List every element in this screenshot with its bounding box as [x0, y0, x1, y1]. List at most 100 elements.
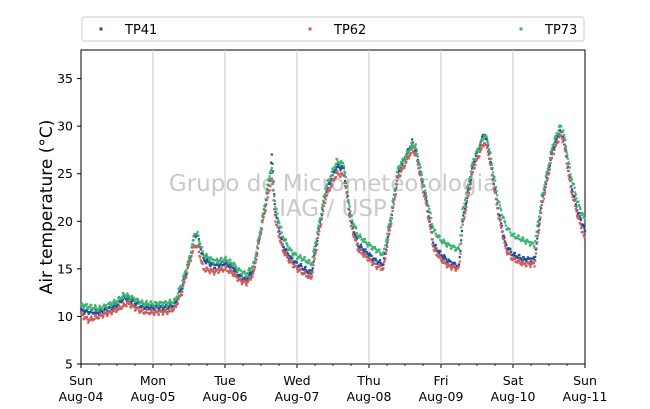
data-point	[113, 300, 117, 304]
data-point	[363, 238, 367, 241]
data-point	[419, 174, 422, 177]
data-point	[121, 305, 124, 308]
data-point	[478, 155, 481, 158]
data-point	[252, 269, 255, 272]
data-point	[308, 275, 312, 279]
data-point	[310, 263, 313, 267]
data-point	[338, 162, 341, 165]
data-point	[494, 179, 497, 182]
data-point	[530, 260, 533, 263]
data-point	[422, 191, 425, 194]
data-point	[223, 263, 227, 266]
data-point	[345, 196, 349, 199]
data-point	[443, 258, 446, 262]
data-point	[264, 209, 267, 212]
data-point	[374, 262, 377, 265]
data-point	[144, 301, 148, 304]
data-point	[330, 174, 333, 177]
data-point	[467, 194, 470, 197]
data-point	[539, 205, 542, 208]
data-point	[183, 275, 187, 278]
data-point	[344, 171, 347, 175]
data-point	[511, 234, 515, 237]
data-point	[386, 241, 389, 244]
data-point	[213, 262, 216, 265]
data-point	[484, 135, 487, 139]
data-point	[313, 257, 316, 260]
data-point	[430, 231, 433, 234]
data-point	[254, 261, 257, 264]
data-point	[139, 306, 142, 309]
data-point	[314, 250, 318, 253]
data-point	[404, 154, 407, 158]
data-point	[319, 225, 322, 228]
data-point	[304, 259, 307, 262]
data-point	[166, 307, 170, 310]
data-point	[388, 229, 392, 232]
data-point	[138, 302, 141, 305]
data-point	[243, 270, 246, 273]
data-point	[488, 157, 491, 160]
data-point	[196, 230, 199, 234]
data-point	[503, 241, 506, 244]
data-point	[312, 248, 316, 251]
data-point	[461, 208, 464, 211]
data-point	[233, 263, 236, 266]
data-point	[345, 185, 349, 188]
data-point	[248, 276, 251, 279]
data-point	[149, 300, 153, 303]
data-point	[379, 259, 382, 262]
data-point	[544, 191, 547, 194]
data-point	[355, 227, 358, 230]
data-point	[414, 152, 417, 155]
data-point	[340, 167, 343, 170]
data-point	[544, 181, 547, 184]
data-point	[580, 223, 583, 226]
data-point	[550, 156, 554, 159]
data-point	[181, 290, 184, 293]
data-point	[274, 206, 277, 209]
data-point	[338, 173, 341, 176]
data-point	[262, 216, 265, 219]
data-point	[524, 242, 527, 245]
data-point	[407, 147, 410, 151]
data-point	[581, 225, 584, 228]
data-point	[119, 301, 123, 304]
data-point	[371, 258, 374, 261]
data-point	[409, 145, 412, 148]
data-point	[463, 202, 466, 205]
data-point	[101, 308, 104, 311]
data-point	[388, 232, 391, 235]
data-point	[324, 198, 327, 201]
data-point	[289, 255, 292, 258]
data-point	[443, 240, 446, 243]
data-point	[437, 251, 441, 255]
data-point	[547, 164, 550, 167]
data-point	[347, 213, 351, 217]
data-point	[101, 316, 104, 319]
data-point	[217, 262, 220, 265]
data-point	[499, 207, 502, 210]
data-point	[397, 175, 400, 178]
data-point	[184, 271, 187, 274]
data-point	[479, 150, 482, 154]
data-point	[282, 236, 285, 239]
data-point	[330, 178, 333, 181]
data-point	[251, 270, 254, 274]
data-point	[266, 196, 269, 199]
data-point	[194, 235, 197, 239]
data-point	[288, 248, 291, 251]
data-point	[503, 220, 506, 223]
data-point	[276, 221, 280, 224]
data-point	[223, 259, 226, 262]
legend-marker-TP41	[99, 27, 103, 31]
data-point	[433, 249, 436, 252]
data-point	[454, 249, 457, 252]
data-point	[350, 214, 353, 218]
data-point	[495, 189, 498, 193]
data-point	[339, 169, 342, 172]
data-point	[500, 209, 503, 212]
data-point	[303, 270, 306, 273]
data-point	[513, 257, 517, 261]
data-point	[295, 261, 299, 264]
